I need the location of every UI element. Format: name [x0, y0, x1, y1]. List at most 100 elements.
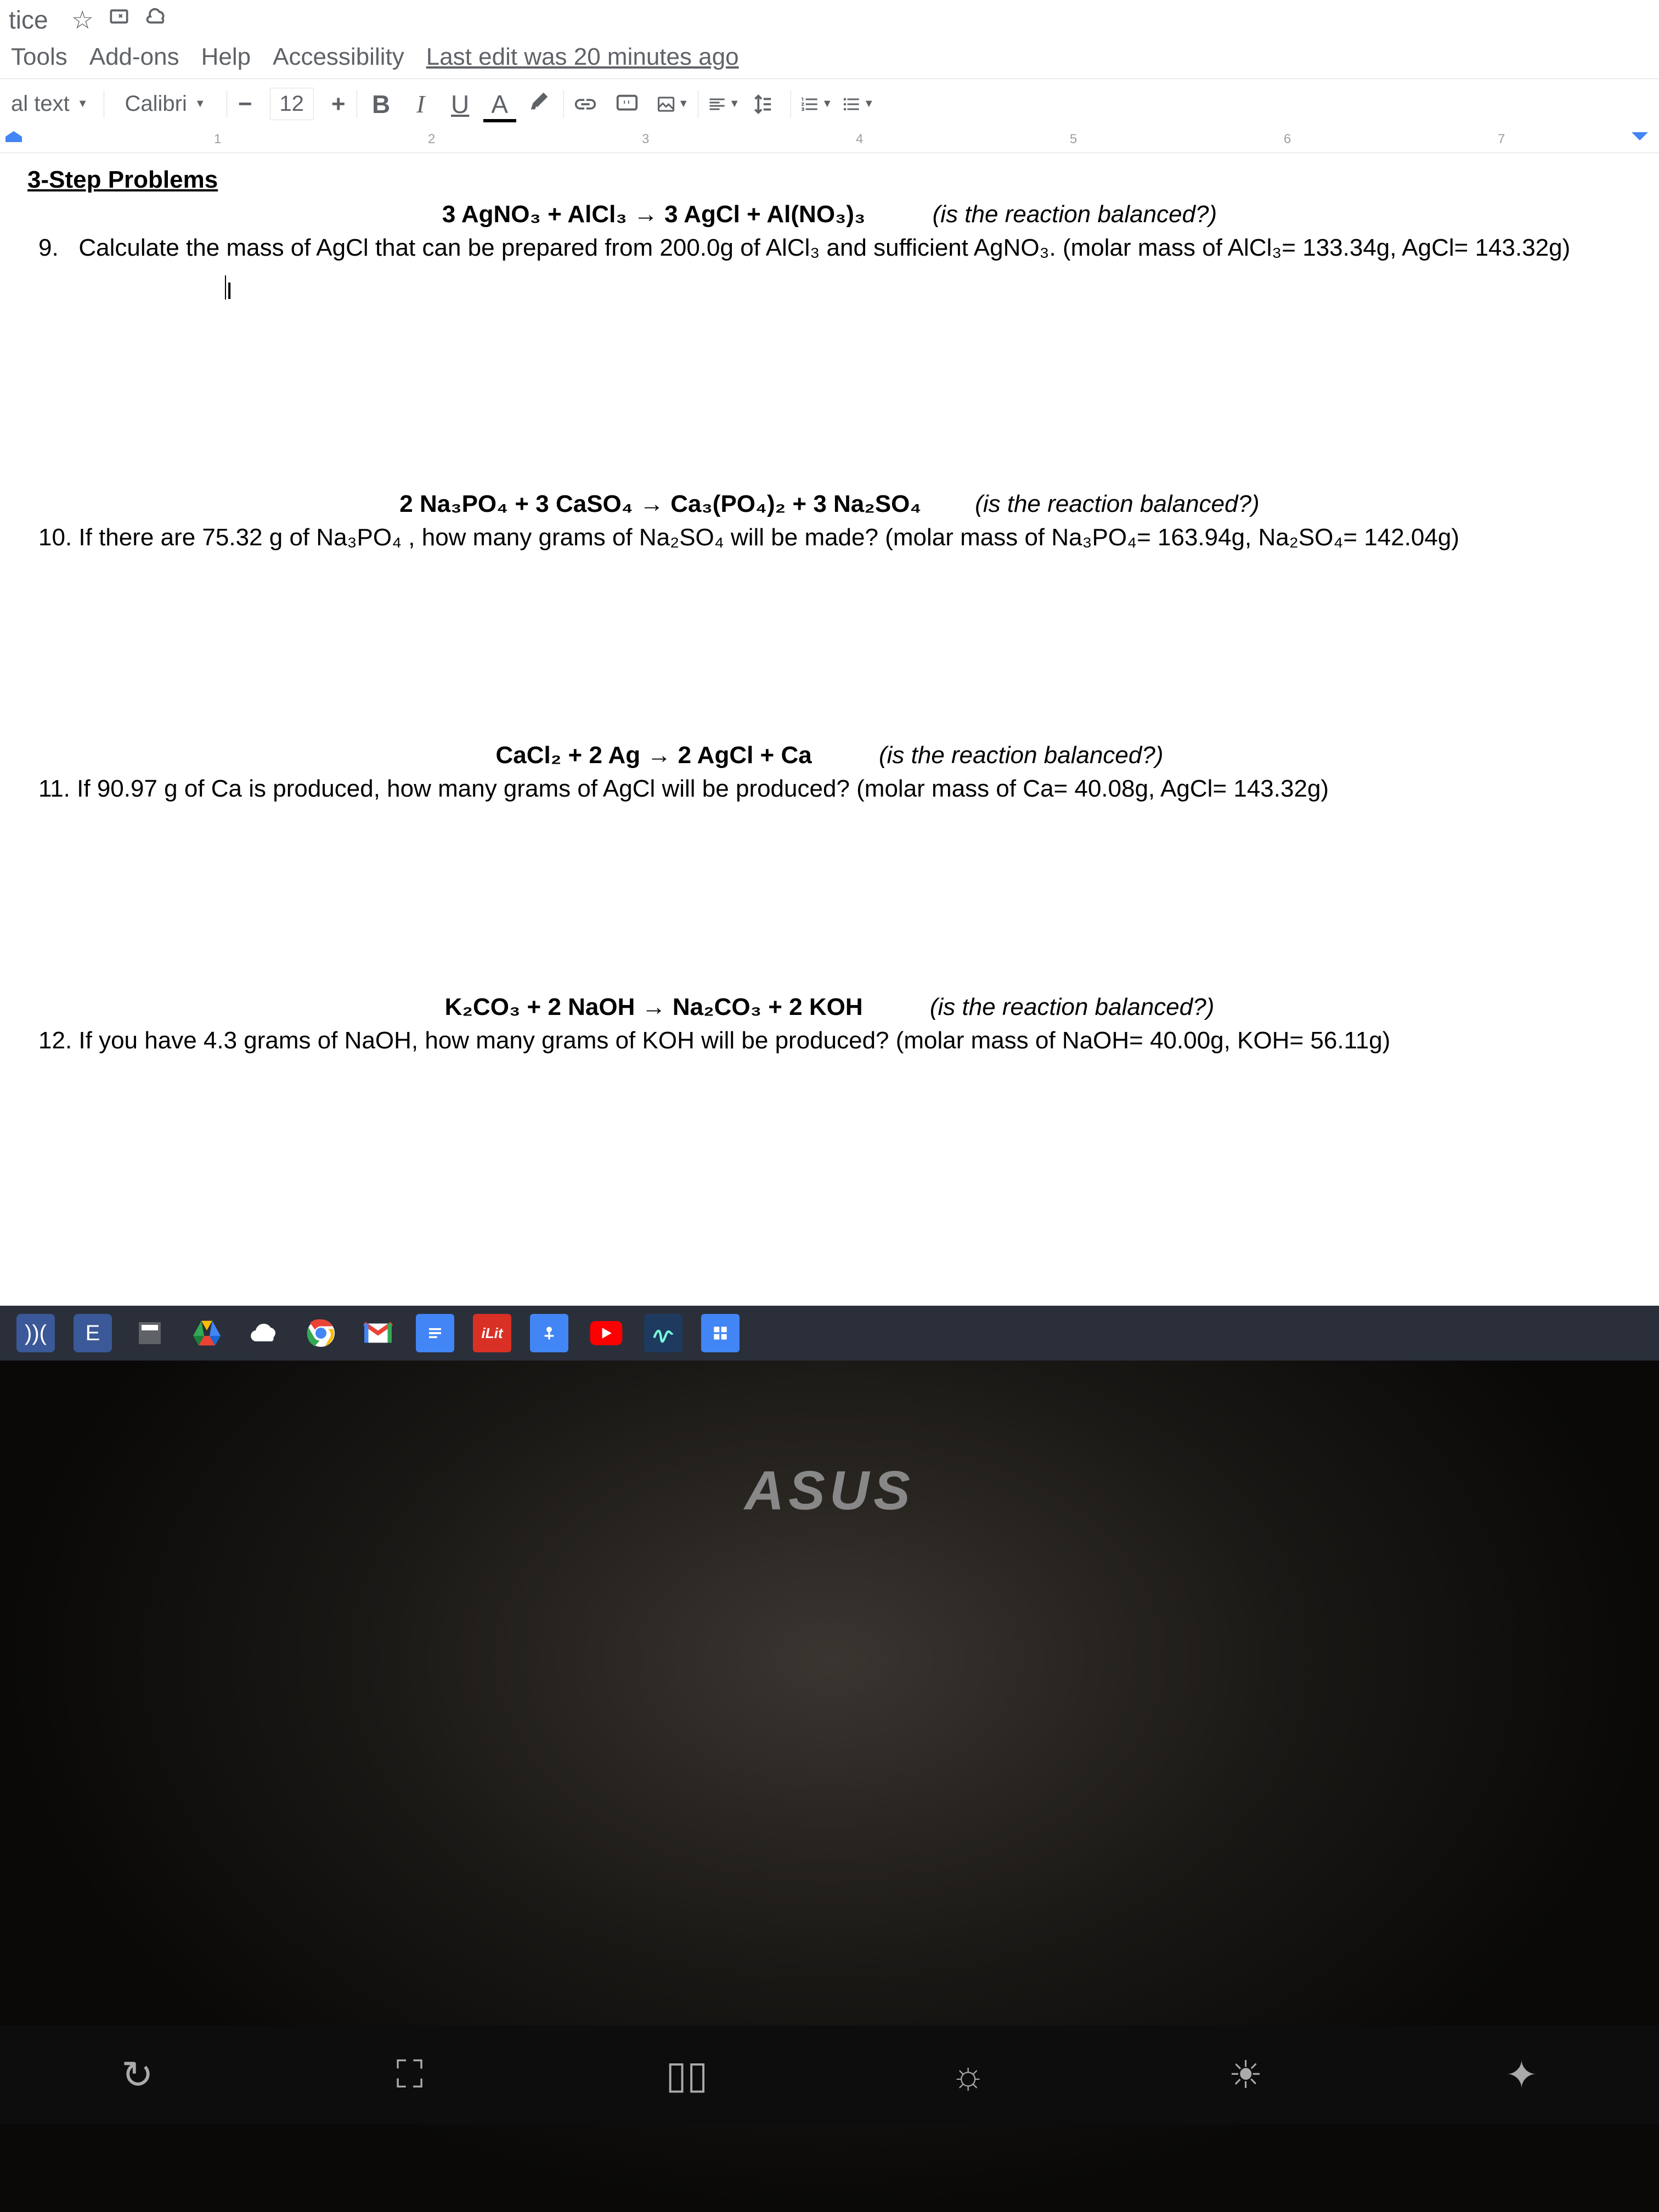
equation: 3 AgNO₃ + AlCl₃ → 3 AgCl + Al(NO₃)₃ (is …: [27, 199, 1632, 230]
font-decrease-button[interactable]: −: [232, 91, 259, 118]
laptop-key-row: ↻ ⛶ ▯▯ ☼ ☀ ✦: [0, 2025, 1659, 2124]
style-dropdown[interactable]: al text ▼: [0, 92, 99, 116]
problem-text: 11. If 90.97 g of Ca is produced, how ma…: [27, 773, 1632, 804]
equation: CaCl₂ + 2 Ag → 2 AgCl + Ca (is the react…: [27, 740, 1632, 771]
ruler-mark: 1: [214, 132, 221, 147]
numbered-list-button[interactable]: ▼: [800, 92, 833, 117]
taskbar-cloud-icon[interactable]: [245, 1314, 283, 1352]
brand-logo: ASUS: [744, 1459, 915, 1522]
menu-help[interactable]: Help: [201, 43, 251, 71]
problem-body: If 90.97 g of Ca is produced, how many g…: [77, 775, 1329, 802]
taskbar-app4-icon[interactable]: [701, 1314, 740, 1352]
ruler-left-marker-icon[interactable]: [5, 131, 22, 148]
chevron-down-icon: ▼: [195, 98, 206, 110]
equation-text: 2 Na₃PO₄ + 3 CaSO₄ → Ca₃(PO₄)₂ + 3 Na₂SO…: [399, 490, 921, 517]
taskbar-drive-icon[interactable]: [188, 1314, 226, 1352]
problem-number: 9.: [38, 234, 59, 261]
taskbar-app2-icon[interactable]: [530, 1314, 568, 1352]
taskbar-docs-icon[interactable]: [416, 1314, 454, 1352]
taskbar-lit-icon[interactable]: iLit: [473, 1314, 511, 1352]
brightness-icon[interactable]: ☼: [951, 2053, 986, 2097]
balance-question: (is the reaction balanced?): [879, 742, 1164, 769]
ruler-mark: 4: [856, 132, 863, 147]
problem-number: 11.: [38, 775, 70, 802]
ruler-right-marker-icon[interactable]: [1632, 132, 1648, 149]
problem-number: 12.: [38, 1027, 72, 1054]
taskbar: ))( E iLit: [0, 1306, 1659, 1361]
ruler-mark: 6: [1284, 132, 1291, 147]
problem-text: 10. If there are 75.32 g of Na₃PO₄ , how…: [27, 522, 1632, 553]
cloud-icon[interactable]: [144, 4, 168, 35]
move-icon[interactable]: [107, 4, 131, 35]
balance-question: (is the reaction balanced?): [975, 490, 1260, 517]
refresh-icon[interactable]: ↻: [121, 2052, 154, 2097]
underline-button[interactable]: U: [444, 89, 477, 119]
last-edit-link[interactable]: Last edit was 20 minutes ago: [426, 43, 739, 71]
chevron-down-icon: ▼: [729, 98, 740, 110]
overview-icon[interactable]: ▯▯: [665, 2052, 708, 2097]
taskbar-sound-icon[interactable]: ))(: [16, 1314, 55, 1352]
chevron-down-icon: ▼: [864, 98, 874, 110]
doc-title: tice: [9, 5, 48, 35]
equation-text: K₂CO₃ + 2 NaOH → Na₂CO₃ + 2 KOH: [445, 994, 863, 1020]
align-button[interactable]: ▼: [707, 92, 740, 117]
bullet-list-button[interactable]: ▼: [842, 92, 874, 117]
problem-body: If there are 75.32 g of Na₃PO₄ , how man…: [78, 524, 1459, 551]
ruler-mark: 7: [1498, 132, 1505, 147]
divider: [0, 78, 1659, 79]
link-button[interactable]: [573, 92, 606, 117]
comment-button[interactable]: [614, 92, 647, 117]
fullscreen-icon[interactable]: ⛶: [396, 2052, 423, 2097]
menu-accessibility[interactable]: Accessibility: [273, 43, 404, 71]
brightness-up-icon[interactable]: ☀: [1228, 2052, 1263, 2097]
ruler-mark: 3: [642, 132, 649, 147]
font-label: Calibri: [125, 92, 187, 116]
text-color-button[interactable]: A: [483, 89, 516, 119]
image-button[interactable]: ▼: [656, 92, 689, 117]
problem-block: K₂CO₃ + 2 NaOH → Na₂CO₃ + 2 KOH (is the …: [27, 991, 1632, 1056]
text-cursor: I: [225, 275, 226, 300]
taskbar-youtube-icon[interactable]: [587, 1314, 625, 1352]
star-icon[interactable]: ☆: [71, 5, 94, 35]
ruler-mark: 5: [1070, 132, 1077, 147]
equation: 2 Na₃PO₄ + 3 CaSO₄ → Ca₃(PO₄)₂ + 3 Na₂SO…: [27, 488, 1632, 520]
problem-body: If you have 4.3 grams of NaOH, how many …: [78, 1027, 1390, 1054]
chevron-down-icon: ▼: [678, 98, 689, 110]
laptop-bezel: ASUS ↻ ⛶ ▯▯ ☼ ☀ ✦: [0, 1361, 1659, 2212]
section-heading: 3-Step Problems: [27, 164, 1632, 195]
bold-button[interactable]: B: [365, 89, 398, 119]
document-area[interactable]: 3-Step Problems 3 AgNO₃ + AlCl₃ → 3 AgCl…: [0, 153, 1659, 1074]
equation-text: 3 AgNO₃ + AlCl₃ → 3 AgCl + Al(NO₃)₃: [442, 201, 866, 228]
style-label: al text: [11, 92, 70, 116]
problem-text: 12. If you have 4.3 grams of NaOH, how m…: [27, 1025, 1632, 1056]
font-dropdown[interactable]: Calibri ▼: [109, 92, 222, 116]
menu-addons[interactable]: Add-ons: [89, 43, 179, 71]
menubar: Tools Add-ons Help Accessibility Last ed…: [0, 39, 1659, 75]
toolbar: al text ▼ Calibri ▼ − 12 + B I U A: [0, 82, 1659, 126]
font-increase-button[interactable]: +: [325, 91, 352, 118]
balance-question: (is the reaction balanced?): [933, 201, 1217, 228]
font-size-input[interactable]: 12: [270, 88, 314, 120]
taskbar-signature-icon[interactable]: [644, 1314, 682, 1352]
problem-text: 9. Calculate the mass of AgCl that can b…: [27, 232, 1632, 263]
problem-block: 2 Na₃PO₄ + 3 CaSO₄ → Ca₃(PO₄)₂ + 3 Na₂SO…: [27, 488, 1632, 553]
misc-icon[interactable]: ✦: [1505, 2052, 1538, 2097]
ruler[interactable]: 1 2 3 4 5 6 7: [0, 126, 1659, 153]
problem-body: Calculate the mass of AgCl that can be p…: [78, 234, 1570, 261]
highlight-button[interactable]: [523, 88, 556, 120]
taskbar-app-icon[interactable]: [131, 1314, 169, 1352]
taskbar-gmail-icon[interactable]: [359, 1314, 397, 1352]
taskbar-chrome-icon[interactable]: [302, 1314, 340, 1352]
chevron-down-icon: ▼: [822, 98, 833, 110]
menu-tools[interactable]: Tools: [11, 43, 67, 71]
equation: K₂CO₃ + 2 NaOH → Na₂CO₃ + 2 KOH (is the …: [27, 991, 1632, 1023]
linespace-button[interactable]: [749, 92, 782, 117]
titlebar: tice ☆: [0, 0, 1659, 39]
problem-block: 3 AgNO₃ + AlCl₃ → 3 AgCl + Al(NO₃)₃ (is …: [27, 199, 1632, 302]
italic-button[interactable]: I: [404, 89, 437, 119]
problem-number: 10.: [38, 524, 72, 551]
equation-text: CaCl₂ + 2 Ag → 2 AgCl + Ca: [496, 742, 812, 769]
ruler-mark: 2: [428, 132, 435, 147]
taskbar-explorer-icon[interactable]: E: [74, 1314, 112, 1352]
chevron-down-icon: ▼: [77, 98, 88, 110]
